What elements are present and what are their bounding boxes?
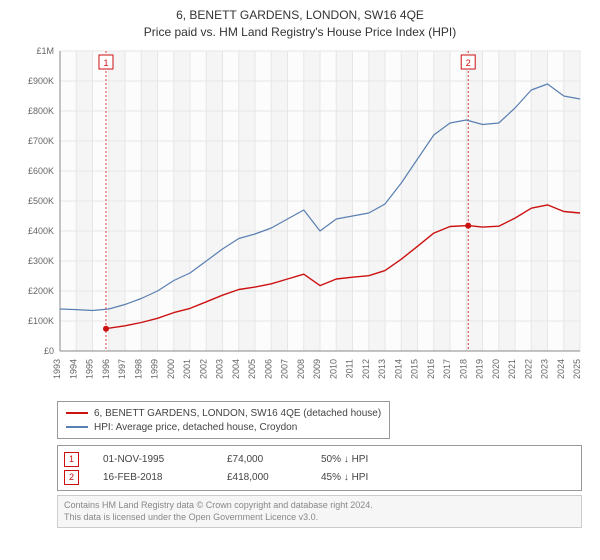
transaction-price: £418,000 [227, 472, 297, 483]
transaction-date: 16-FEB-2018 [103, 472, 203, 483]
svg-text:2021: 2021 [507, 359, 517, 379]
title-address: 6, BENETT GARDENS, LONDON, SW16 4QE [12, 8, 588, 22]
svg-text:2003: 2003 [215, 359, 225, 379]
svg-text:2016: 2016 [426, 359, 436, 379]
page-container: 6, BENETT GARDENS, LONDON, SW16 4QE Pric… [0, 0, 600, 532]
svg-text:2011: 2011 [345, 359, 355, 378]
svg-text:2008: 2008 [296, 359, 306, 379]
transaction-marker: 1 [64, 452, 79, 467]
svg-text:£800K: £800K [28, 106, 54, 116]
svg-text:2024: 2024 [556, 359, 566, 379]
svg-text:2015: 2015 [410, 359, 420, 379]
footer-line: Contains HM Land Registry data © Crown c… [64, 500, 575, 512]
transaction-price: £74,000 [227, 454, 297, 465]
transaction-diff: 50% ↓ HPI [321, 454, 411, 465]
transaction-marker: 2 [64, 470, 79, 485]
svg-text:2025: 2025 [572, 359, 582, 379]
svg-text:£1M: £1M [36, 46, 54, 56]
svg-text:£0: £0 [44, 346, 54, 356]
transaction-row: 1 01-NOV-1995 £74,000 50% ↓ HPI [64, 450, 575, 468]
svg-text:2018: 2018 [458, 359, 468, 379]
legend-swatch [66, 412, 88, 414]
chart-titles: 6, BENETT GARDENS, LONDON, SW16 4QE Pric… [12, 8, 588, 39]
legend-label: HPI: Average price, detached house, Croy… [94, 422, 297, 433]
svg-text:£200K: £200K [28, 286, 54, 296]
svg-text:£300K: £300K [28, 256, 54, 266]
svg-text:£100K: £100K [28, 316, 54, 326]
svg-text:1995: 1995 [85, 359, 95, 379]
svg-text:2012: 2012 [361, 359, 371, 379]
svg-text:1998: 1998 [133, 359, 143, 379]
svg-text:2019: 2019 [475, 359, 485, 379]
svg-text:2004: 2004 [231, 359, 241, 379]
svg-text:2002: 2002 [198, 359, 208, 379]
legend-swatch [66, 426, 88, 428]
svg-text:£900K: £900K [28, 76, 54, 86]
svg-text:£400K: £400K [28, 226, 54, 236]
svg-text:2022: 2022 [523, 359, 533, 379]
svg-text:1: 1 [103, 58, 108, 68]
svg-text:2: 2 [466, 58, 471, 68]
line-chart: £0 £100K £200K £300K £400K £500K £600K £700K £80… [12, 45, 588, 395]
svg-text:£700K: £700K [28, 136, 54, 146]
svg-text:2010: 2010 [328, 359, 338, 379]
svg-text:1993: 1993 [52, 359, 62, 379]
svg-text:2023: 2023 [540, 359, 550, 379]
svg-text:2000: 2000 [166, 359, 176, 379]
chart-area: £0 £100K £200K £300K £400K £500K £600K £700K £80… [12, 45, 588, 395]
legend-item: HPI: Average price, detached house, Croy… [66, 420, 381, 434]
transaction-date: 01-NOV-1995 [103, 454, 203, 465]
svg-text:2013: 2013 [377, 359, 387, 379]
svg-text:1996: 1996 [101, 359, 111, 379]
footer-attribution: Contains HM Land Registry data © Crown c… [57, 495, 582, 528]
svg-text:2017: 2017 [442, 359, 452, 379]
transactions-table: 1 01-NOV-1995 £74,000 50% ↓ HPI 2 16-FEB-2018… [57, 445, 582, 491]
svg-text:2014: 2014 [393, 359, 403, 379]
svg-text:2001: 2001 [182, 359, 192, 379]
svg-text:2007: 2007 [280, 359, 290, 379]
legend-item: 6, BENETT GARDENS, LONDON, SW16 4QE (det… [66, 406, 381, 420]
svg-text:2009: 2009 [312, 359, 322, 379]
svg-text:2005: 2005 [247, 359, 257, 379]
legend-label: 6, BENETT GARDENS, LONDON, SW16 4QE (det… [94, 408, 381, 419]
svg-text:£500K: £500K [28, 196, 54, 206]
svg-text:1999: 1999 [150, 359, 160, 379]
svg-text:2006: 2006 [263, 359, 273, 379]
svg-text:£600K: £600K [28, 166, 54, 176]
svg-text:1997: 1997 [117, 359, 127, 379]
footer-line: This data is licensed under the Open Gov… [64, 512, 575, 524]
transaction-diff: 45% ↓ HPI [321, 472, 411, 483]
legend: 6, BENETT GARDENS, LONDON, SW16 4QE (det… [57, 401, 390, 439]
svg-text:1994: 1994 [68, 359, 78, 379]
svg-text:2020: 2020 [491, 359, 501, 379]
transaction-row: 2 16-FEB-2018 £418,000 45% ↓ HPI [64, 468, 575, 486]
title-subtitle: Price paid vs. HM Land Registry's House … [12, 25, 588, 39]
